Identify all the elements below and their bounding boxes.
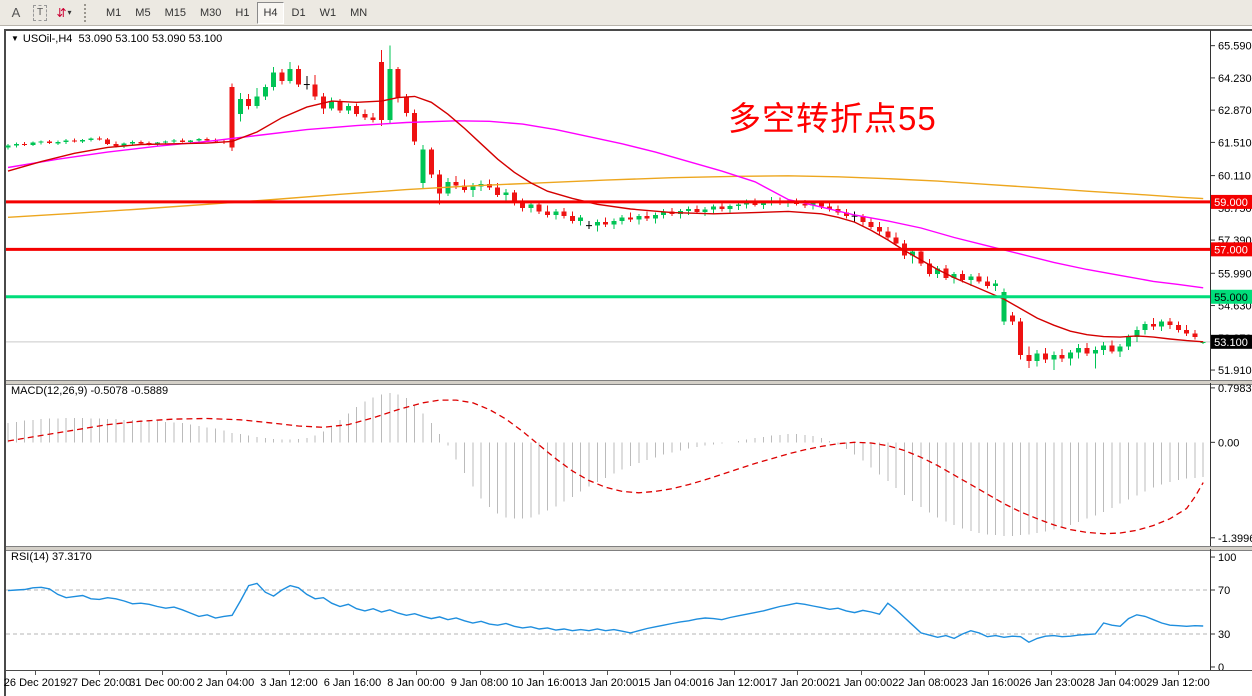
time-axis-tick <box>35 671 36 675</box>
timeframe-button-m5[interactable]: M5 <box>135 6 151 19</box>
svg-text:65.590: 65.590 <box>1218 41 1252 53</box>
toolbar: A T ⇵ ▾ M1 M5 M15 M30 H1 H4 D1 W1 MN <box>0 0 1252 26</box>
dropdown-caret-icon: ▾ <box>67 8 72 17</box>
time-axis-label: 26 Dec 2019 <box>3 677 67 689</box>
timeframe-button-h4[interactable]: H4 <box>257 1 284 24</box>
svg-text:55.990: 55.990 <box>1218 268 1252 280</box>
time-axis-label: 27 Dec 20:00 <box>65 677 132 689</box>
svg-text:-1.3996: -1.3996 <box>1218 533 1252 545</box>
svg-text:61.510: 61.510 <box>1218 137 1252 149</box>
time-axis-label: 3 Jan 12:00 <box>260 677 318 689</box>
time-axis-tick <box>225 671 227 675</box>
label-tool-icon: T <box>32 4 48 21</box>
chart-border-left <box>4 29 6 696</box>
time-axis[interactable]: 26 Dec 2019 27 Dec 20:00 31 Dec 00:00 2 Jan… <box>3 671 1252 696</box>
time-axis-label: 2 Jan 04:00 <box>196 677 255 689</box>
time-axis-label: 26 Jan 23:00 <box>1019 677 1083 689</box>
timeframe-button-h1[interactable]: H1 <box>235 6 250 19</box>
arrows-icon: ⇵ <box>56 5 66 20</box>
svg-text:0.00: 0.00 <box>1218 437 1239 449</box>
toolbar-separator <box>84 3 93 22</box>
svg-text:57.000: 57.000 <box>1214 244 1248 256</box>
time-axis-label: 16 Jan 12:00 <box>701 677 766 689</box>
macd-chart-canvas[interactable]: 0.7983 0.00 -1.3996 <box>0 383 1252 546</box>
rsi-indicator-label: RSI(14) 37.3170 <box>11 551 92 563</box>
arrows-tool-button[interactable]: ⇵ ▾ <box>53 2 75 24</box>
svg-text:64.230: 64.230 <box>1218 73 1252 85</box>
time-axis-tick <box>1114 671 1116 675</box>
rsi-chart-canvas[interactable]: 100 70 30 0 <box>0 549 1252 670</box>
svg-text:53.100: 53.100 <box>1214 337 1248 349</box>
time-axis-tick <box>797 671 798 675</box>
time-axis-tick <box>1178 671 1179 675</box>
time-axis-label: 6 Jan 16:00 <box>323 677 382 689</box>
panel-separator-macd[interactable] <box>6 380 1252 385</box>
svg-text:0.7983: 0.7983 <box>1218 383 1252 395</box>
time-axis-tick <box>479 671 481 675</box>
time-axis-label: 13 Jan 20:00 <box>574 677 639 689</box>
text-tool-button[interactable]: A <box>11 5 21 20</box>
chart-window: 65.59064.23062.87061.51060.11058.75057.3… <box>0 26 1252 696</box>
svg-text:0: 0 <box>1218 662 1224 670</box>
time-axis-tick <box>860 671 862 675</box>
chart-border-top <box>4 29 1252 31</box>
symbol-quote-text: USOil-,H4 53.090 53.100 53.090 53.100 <box>22 33 223 45</box>
time-axis-tick <box>606 671 608 675</box>
svg-text:100: 100 <box>1218 552 1236 564</box>
time-axis-tick <box>670 671 671 675</box>
time-axis-tick <box>1051 671 1052 675</box>
time-axis-label: 9 Jan 08:00 <box>450 677 509 689</box>
time-axis-label: 8 Jan 00:00 <box>387 677 445 689</box>
time-axis-border <box>6 670 1252 671</box>
price-chart-canvas[interactable]: 65.59064.23062.87061.51060.11058.75057.3… <box>0 30 1252 380</box>
timeframe-group: M1 M5 M15 M30 H1 H4 D1 W1 MN <box>99 1 374 24</box>
timeframe-button-m15[interactable]: M15 <box>164 6 186 19</box>
time-axis-tick <box>543 671 544 675</box>
time-axis-label: 28 Jan 04:00 <box>1082 677 1147 689</box>
time-axis-tick <box>416 671 417 675</box>
symbol-dropdown-icon[interactable]: ▼ <box>11 34 19 43</box>
time-axis-label: 29 Jan 12:00 <box>1146 677 1210 689</box>
time-axis-label: 10 Jan 16:00 <box>511 677 575 689</box>
time-axis-label: 22 Jan 08:00 <box>892 677 956 689</box>
time-axis-tick <box>289 671 290 675</box>
time-axis-tick <box>352 671 354 675</box>
svg-text:60.110: 60.110 <box>1218 171 1251 183</box>
time-axis-tick <box>924 671 925 675</box>
svg-text:59.000: 59.000 <box>1214 197 1248 209</box>
timeframe-button-m1[interactable]: M1 <box>106 6 122 19</box>
svg-text:30: 30 <box>1218 629 1230 641</box>
macd-indicator-label: MACD(12,26,9) -0.5078 -0.5889 <box>11 385 169 397</box>
svg-text:62.870: 62.870 <box>1218 105 1252 117</box>
timeframe-button-d1[interactable]: D1 <box>291 6 306 19</box>
label-tool-button[interactable]: T <box>29 2 51 24</box>
timeframe-button-mn[interactable]: MN <box>350 6 368 19</box>
svg-text:55.000: 55.000 <box>1214 292 1248 304</box>
time-axis-tick <box>98 671 100 675</box>
timeframe-button-m30[interactable]: M30 <box>199 6 222 19</box>
symbol-header[interactable]: ▼ USOil-,H4 53.090 53.100 53.090 53.100 <box>11 33 222 45</box>
time-axis-label: 31 Dec 00:00 <box>129 677 195 689</box>
time-axis-tick <box>733 671 735 675</box>
time-axis-tick <box>987 671 989 675</box>
time-axis-tick <box>162 671 163 675</box>
svg-text:70: 70 <box>1218 585 1230 597</box>
time-axis-label: 23 Jan 16:00 <box>955 677 1020 689</box>
svg-text:51.910: 51.910 <box>1218 365 1252 377</box>
time-axis-label: 21 Jan 00:00 <box>828 677 893 689</box>
time-axis-label: 17 Jan 20:00 <box>765 677 829 689</box>
time-axis-label: 15 Jan 04:00 <box>638 677 702 689</box>
timeframe-button-w1[interactable]: W1 <box>319 6 337 19</box>
panel-separator-rsi[interactable] <box>6 546 1252 551</box>
annotation-text[interactable]: 多空转折点55 <box>728 100 937 137</box>
